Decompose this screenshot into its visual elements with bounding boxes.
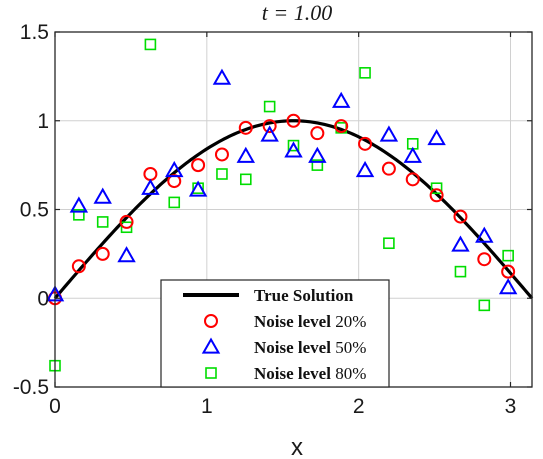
triangle-point: [188, 180, 208, 197]
circle-point: [381, 161, 396, 176]
circle-point: [334, 119, 349, 134]
square-point: [73, 209, 85, 221]
legend-circle-marker: [204, 314, 218, 328]
x-tick-label: 3: [505, 395, 517, 418]
triangle-point: [236, 146, 256, 163]
circle-point: [477, 252, 492, 267]
legend-items: Noise level 20%Noise level 50%Noise leve…: [201, 312, 366, 383]
legend-series-label-level: 50%: [331, 338, 366, 357]
legend-series-label: Noise level 20%: [254, 312, 366, 331]
true-solution-line: [53, 119, 534, 300]
circle-point: [429, 188, 444, 203]
triangle-point: [93, 187, 112, 204]
circle-point: [71, 259, 86, 274]
legend-true-solution-label: True Solution: [254, 286, 354, 305]
legend-series-label-bold: Noise level: [254, 338, 331, 357]
triangle-point: [260, 125, 279, 142]
y-tick-label: -0.5: [13, 376, 49, 399]
square-point: [239, 173, 252, 186]
x-tick-label: 1: [201, 395, 213, 418]
y-tick-label: 0: [37, 287, 49, 310]
square-point: [502, 249, 514, 262]
true-solution-layer: [53, 119, 534, 300]
circle-point: [286, 113, 301, 128]
legend-series-label: Noise level 50%: [254, 338, 366, 357]
circle-point: [214, 147, 229, 162]
square-point: [216, 168, 228, 180]
ticks: 0 1 2 3-0.500.511.5: [13, 21, 532, 418]
circle-point: [238, 120, 253, 135]
triangle-point: [141, 178, 160, 195]
square-point: [144, 38, 157, 51]
circle-point: [143, 167, 158, 181]
legend-triangle-marker: [201, 337, 221, 354]
triangle-point: [331, 91, 351, 108]
square-point: [311, 159, 324, 171]
square-point: [120, 221, 133, 234]
triangle-point: [212, 68, 232, 85]
square-point: [478, 299, 491, 312]
circle-point: [191, 158, 206, 173]
legend-series-label-level: 80%: [331, 364, 366, 383]
circle-point: [95, 246, 110, 261]
triangle-point: [284, 141, 303, 158]
x-tick-label: 0: [49, 395, 61, 418]
triangle-point: [475, 226, 494, 243]
triangle-point: [355, 160, 375, 178]
square-point: [263, 100, 276, 113]
circle-point: [501, 264, 516, 279]
circle-point: [358, 136, 373, 151]
square-point: [287, 139, 300, 152]
square-point: [168, 196, 181, 209]
square-point: [383, 237, 395, 250]
triangle-point: [498, 278, 518, 295]
triangle-point: [308, 146, 327, 163]
y-tick-label: 1: [37, 110, 49, 133]
square-point: [96, 216, 109, 228]
circle-point: [119, 214, 134, 229]
series-triangle: [45, 68, 518, 302]
x-axis-label: x: [291, 434, 303, 459]
legend-square-marker: [205, 367, 217, 379]
triangle-point: [69, 196, 89, 213]
square-point: [454, 265, 467, 278]
triangle-point: [117, 246, 136, 263]
legend-box: [160, 279, 390, 388]
x-tick-label: 2: [353, 395, 365, 418]
legend-series-label-level: 20%: [331, 312, 366, 331]
y-tick-label: 0.5: [20, 199, 49, 222]
square-point: [359, 67, 371, 79]
y-tick-label: 1.5: [20, 21, 49, 44]
triangle-point: [451, 235, 470, 252]
legend-series-label-bold: Noise level: [254, 364, 331, 383]
triangle-point: [379, 125, 399, 142]
circle-point: [405, 172, 420, 187]
circle-point: [453, 209, 468, 224]
circle-point: [310, 126, 325, 141]
square-point: [430, 182, 443, 194]
circle-point: [262, 119, 277, 134]
legend-series-label: Noise level 80%: [254, 364, 366, 383]
triangle-point: [165, 160, 184, 178]
triangle-point: [403, 146, 422, 163]
legend-series-label-bold: Noise level: [254, 312, 331, 331]
triangle-point: [427, 128, 446, 146]
chart-title: t = 1.00: [262, 0, 332, 25]
legend: True Solution Noise level 20%Noise level…: [160, 279, 390, 388]
